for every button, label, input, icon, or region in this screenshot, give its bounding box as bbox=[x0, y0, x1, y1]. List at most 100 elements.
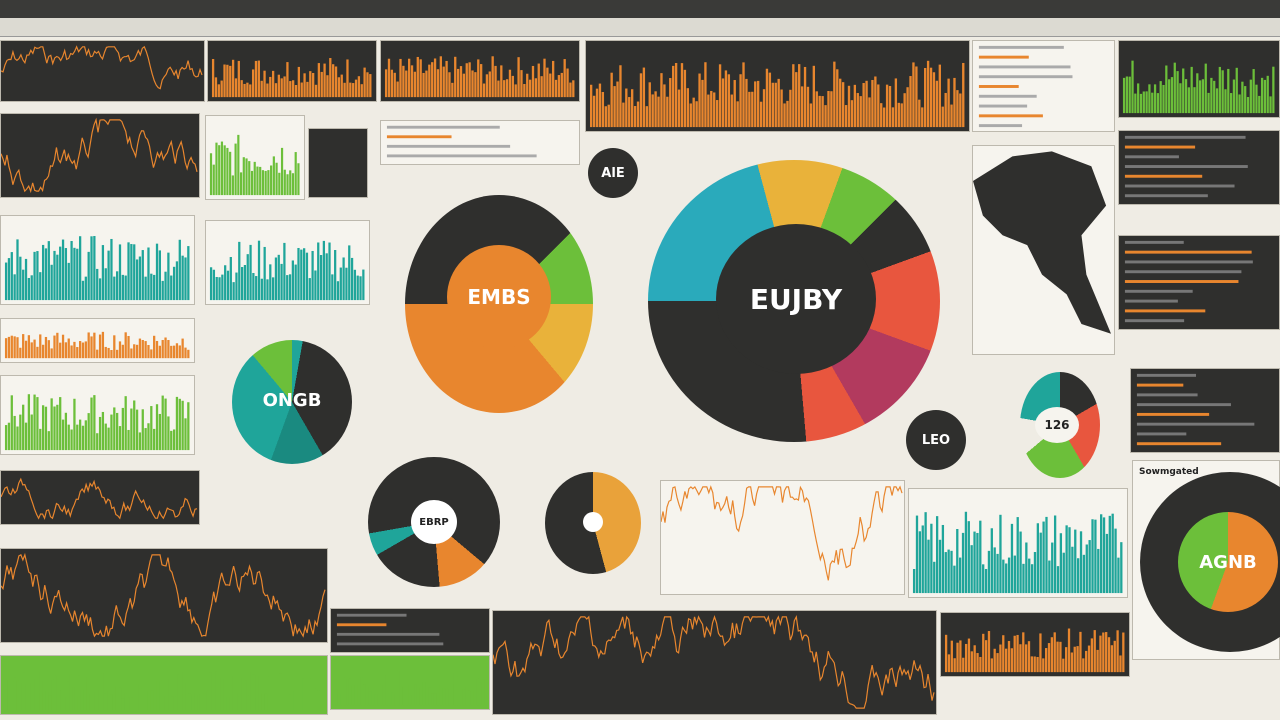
bar bbox=[756, 80, 760, 128]
bar bbox=[67, 262, 70, 301]
bar bbox=[30, 275, 33, 301]
bar bbox=[713, 92, 716, 128]
bar bbox=[422, 72, 425, 98]
chart-panel bbox=[492, 610, 937, 715]
bar bbox=[410, 65, 414, 98]
bar bbox=[118, 244, 122, 301]
bar bbox=[1156, 93, 1160, 114]
bar bbox=[86, 682, 90, 711]
bar bbox=[473, 682, 476, 706]
bar bbox=[261, 170, 265, 196]
bar bbox=[1047, 643, 1051, 673]
bar bbox=[346, 59, 349, 98]
bar bbox=[277, 74, 280, 98]
bar bbox=[73, 398, 76, 451]
bar bbox=[84, 420, 87, 451]
bar bbox=[534, 78, 538, 98]
bar bbox=[39, 334, 42, 359]
bar bbox=[733, 80, 736, 128]
bar bbox=[374, 694, 377, 706]
bar bbox=[240, 80, 243, 98]
bar bbox=[546, 67, 549, 98]
bar bbox=[352, 83, 355, 98]
bar bbox=[175, 261, 179, 301]
bar bbox=[113, 335, 116, 359]
bar bbox=[812, 65, 816, 128]
bar bbox=[16, 239, 19, 301]
bar bbox=[468, 62, 471, 98]
bar bbox=[104, 346, 107, 359]
bar bbox=[454, 56, 457, 98]
bar bbox=[118, 687, 122, 711]
bar bbox=[317, 690, 320, 711]
bar bbox=[223, 679, 227, 711]
bar bbox=[349, 82, 352, 98]
bar bbox=[537, 63, 540, 98]
bar bbox=[967, 521, 970, 594]
bar bbox=[1019, 644, 1022, 673]
bar bbox=[505, 79, 509, 98]
bar bbox=[628, 97, 631, 128]
bar bbox=[677, 89, 681, 128]
bar bbox=[1207, 92, 1210, 114]
chart-panel bbox=[0, 470, 200, 525]
bar bbox=[317, 63, 321, 98]
bar bbox=[124, 396, 127, 451]
bar bbox=[984, 568, 988, 594]
bar bbox=[1065, 525, 1068, 594]
bar bbox=[1074, 529, 1077, 594]
table-row bbox=[336, 613, 407, 617]
table-row bbox=[386, 125, 500, 129]
bar bbox=[774, 82, 777, 128]
bar bbox=[1096, 649, 1099, 673]
bar bbox=[257, 240, 261, 301]
bar bbox=[1002, 559, 1005, 594]
bar bbox=[1005, 563, 1008, 594]
bar bbox=[999, 644, 1002, 673]
bar bbox=[1036, 523, 1040, 594]
bar bbox=[147, 247, 150, 301]
bar bbox=[212, 269, 216, 301]
bar bbox=[306, 81, 309, 98]
bar bbox=[19, 347, 22, 359]
bar bbox=[526, 73, 529, 98]
bar bbox=[243, 265, 247, 301]
table-row bbox=[978, 124, 1023, 128]
bar bbox=[252, 674, 256, 711]
bar bbox=[511, 75, 514, 98]
bar bbox=[271, 70, 275, 98]
bar bbox=[30, 342, 33, 359]
bar bbox=[334, 688, 338, 706]
bar bbox=[405, 685, 409, 706]
bar bbox=[309, 71, 312, 98]
bar bbox=[847, 85, 851, 128]
donut-center-label: 126 bbox=[1035, 407, 1079, 443]
bar bbox=[1039, 532, 1042, 594]
bar bbox=[739, 74, 742, 128]
bar bbox=[33, 251, 36, 301]
bar bbox=[238, 696, 241, 711]
bar bbox=[280, 78, 283, 98]
bar bbox=[78, 236, 82, 301]
bar bbox=[16, 680, 19, 711]
bar bbox=[87, 413, 90, 451]
bar bbox=[39, 428, 42, 451]
bar bbox=[294, 264, 297, 301]
chart-panel bbox=[1130, 368, 1280, 453]
bar bbox=[803, 66, 807, 128]
donut-center-label: EMBS bbox=[447, 245, 551, 349]
bar bbox=[138, 256, 142, 301]
bar bbox=[1266, 75, 1269, 114]
bar bbox=[630, 89, 634, 128]
bar bbox=[416, 56, 419, 98]
bar bbox=[894, 78, 898, 128]
series-line bbox=[1, 477, 198, 520]
bar bbox=[135, 409, 139, 451]
bar bbox=[818, 95, 821, 128]
bar bbox=[53, 335, 56, 359]
bar bbox=[181, 338, 184, 359]
bar bbox=[251, 69, 255, 98]
bar bbox=[147, 345, 150, 359]
bar bbox=[19, 256, 22, 301]
bar bbox=[1013, 635, 1016, 673]
